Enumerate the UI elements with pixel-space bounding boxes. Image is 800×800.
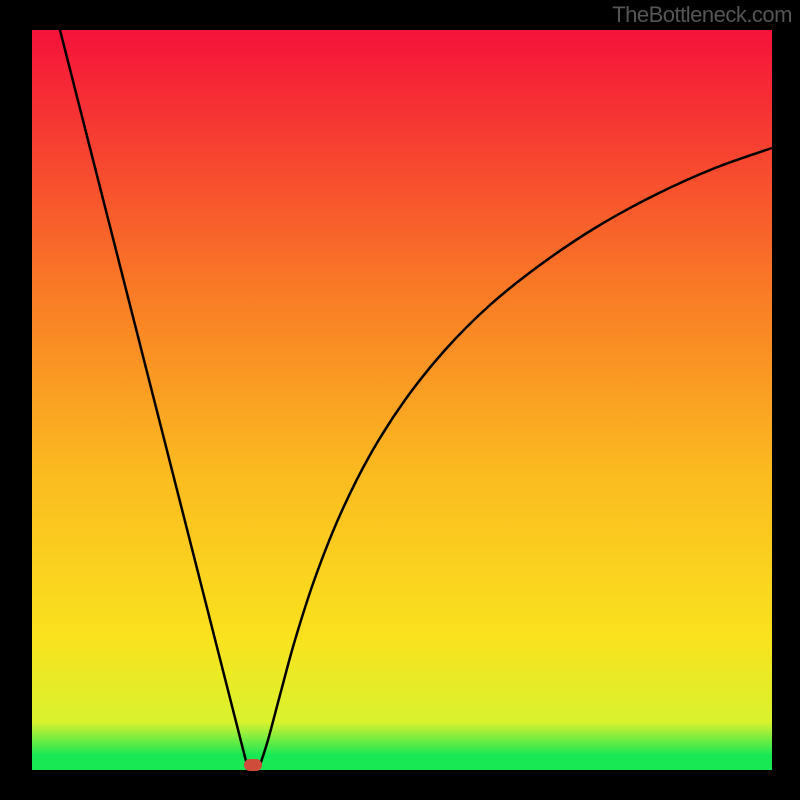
curve-left-branch xyxy=(60,30,247,765)
curve-overlay xyxy=(0,0,800,800)
curve-right-branch xyxy=(260,148,772,765)
chart-container: TheBottleneck.com xyxy=(0,0,800,800)
watermark-text: TheBottleneck.com xyxy=(612,2,792,28)
minimum-marker xyxy=(244,759,262,771)
